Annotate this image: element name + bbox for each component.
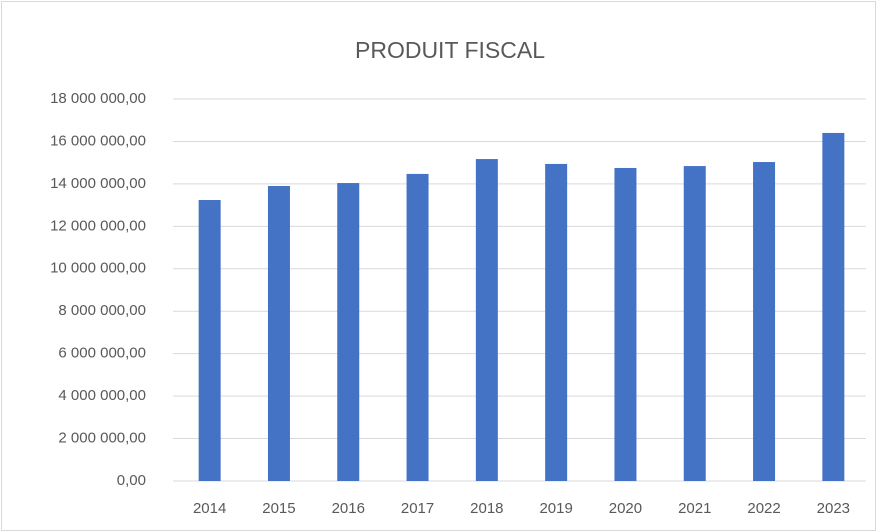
bar xyxy=(822,132,845,481)
bar xyxy=(267,186,290,481)
y-tick-label: 16 000 000,00 xyxy=(50,132,146,149)
y-tick-label: 18 000 000,00 xyxy=(50,90,146,107)
bar xyxy=(753,162,776,481)
y-tick-label: 10 000 000,00 xyxy=(50,260,146,277)
y-tick-label: 2 000 000,00 xyxy=(58,430,146,447)
x-tick-label: 2019 xyxy=(539,500,572,517)
bar xyxy=(198,200,221,482)
x-tick-label: 2016 xyxy=(332,500,365,517)
x-tick-label: 2022 xyxy=(747,500,780,517)
y-tick-label: 8 000 000,00 xyxy=(58,302,146,319)
x-tick-label: 2020 xyxy=(609,500,642,517)
chart-title: PRODUIT FISCAL xyxy=(355,37,545,63)
y-tick-label: 4 000 000,00 xyxy=(58,387,146,404)
bar xyxy=(406,173,429,482)
y-tick-label: 12 000 000,00 xyxy=(50,217,146,234)
x-tick-label: 2014 xyxy=(193,500,226,517)
bar xyxy=(337,183,360,482)
x-tick-label: 2018 xyxy=(470,500,503,517)
x-tick-label: 2015 xyxy=(262,500,295,517)
bar xyxy=(475,159,498,481)
x-tick-label: 2023 xyxy=(817,500,850,517)
x-tick-label: 2021 xyxy=(678,500,711,517)
x-tick-label: 2017 xyxy=(401,500,434,517)
bar xyxy=(614,167,637,481)
bar xyxy=(545,163,568,481)
y-tick-label: 6 000 000,00 xyxy=(58,345,146,362)
y-tick-label: 14 000 000,00 xyxy=(50,175,146,192)
y-tick-label: 0,00 xyxy=(117,472,146,489)
bar xyxy=(683,166,706,481)
